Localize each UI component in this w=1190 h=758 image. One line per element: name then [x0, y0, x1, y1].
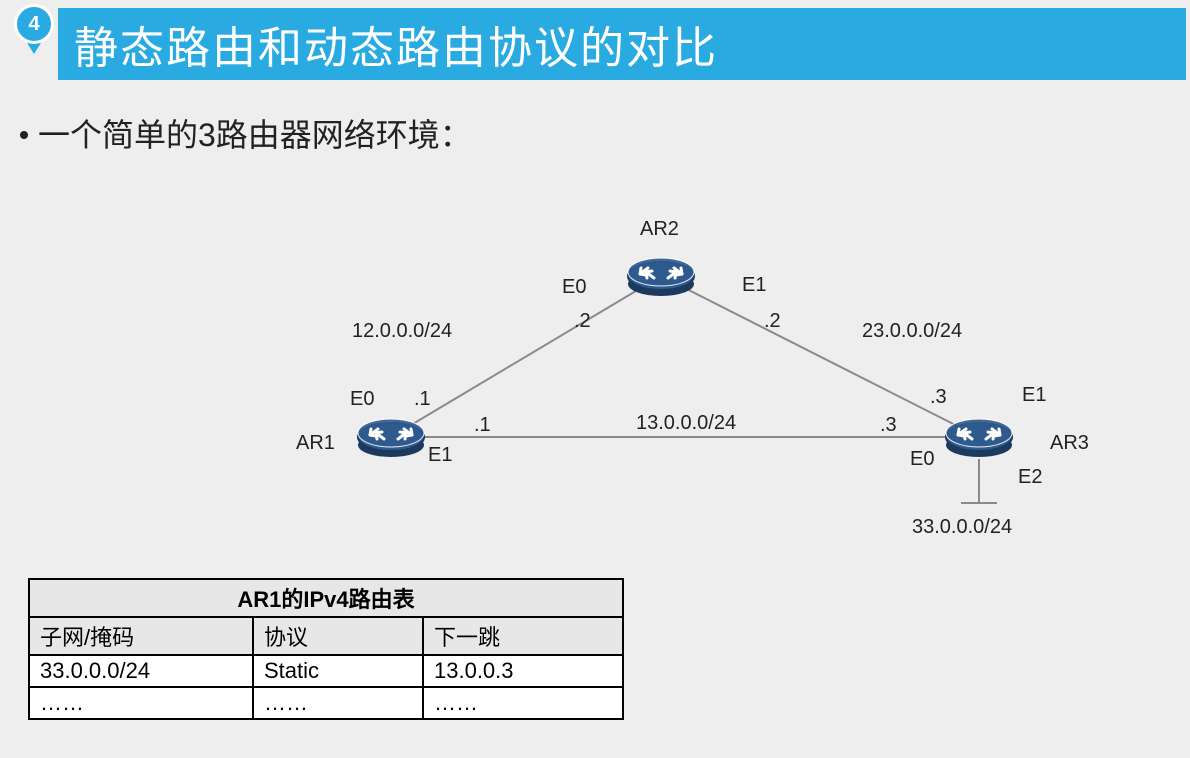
diagram-label: E0	[350, 388, 374, 411]
table-body: 33.0.0.0/24Static13.0.0.3………………	[29, 655, 623, 719]
diagram-label: E2	[1018, 466, 1042, 489]
diagram-label: 33.0.0.0/24	[912, 516, 1012, 539]
diagram-label: .1	[414, 388, 431, 411]
table-cell: ……	[253, 687, 423, 719]
table-cell: ……	[423, 687, 623, 719]
diagram-label: .2	[574, 310, 591, 333]
table-row: 33.0.0.0/24Static13.0.0.3	[29, 655, 623, 687]
router-icon	[944, 415, 1014, 459]
diagram-label: E0	[562, 276, 586, 299]
diagram-label: E1	[1022, 384, 1046, 407]
table-cell: 13.0.0.3	[423, 655, 623, 687]
router-label: AR2	[640, 218, 679, 241]
table-col-2: 下一跳	[423, 617, 623, 655]
diagram-label: 12.0.0.0/24	[352, 320, 452, 343]
slide-number-circle: 4	[14, 4, 54, 44]
diagram-label: .1	[474, 414, 491, 437]
table-cell: ……	[29, 687, 253, 719]
table-title: AR1的IPv4路由表	[29, 579, 623, 617]
diagram-label: .3	[880, 414, 897, 437]
slide-number: 4	[28, 13, 39, 36]
routing-table: AR1的IPv4路由表 子网/掩码 协议 下一跳 33.0.0.0/24Stat…	[28, 578, 624, 720]
table-cell: 33.0.0.0/24	[29, 655, 253, 687]
router-icon	[356, 415, 426, 459]
table-col-0: 子网/掩码	[29, 617, 253, 655]
table-col-1: 协议	[253, 617, 423, 655]
router-icon	[626, 254, 696, 298]
diagram-label: 23.0.0.0/24	[862, 320, 962, 343]
table-row: ………………	[29, 687, 623, 719]
diagram-label: E1	[428, 444, 452, 467]
table-header-row: 子网/掩码 协议 下一跳	[29, 617, 623, 655]
diagram-label: .2	[764, 310, 781, 333]
table-cell: Static	[253, 655, 423, 687]
diagram-label: 13.0.0.0/24	[636, 412, 736, 435]
diagram-label: E0	[910, 448, 934, 471]
diagram-label: .3	[930, 386, 947, 409]
router-label: AR1	[296, 432, 335, 455]
diagram-label: E1	[742, 274, 766, 297]
router-label: AR3	[1050, 432, 1089, 455]
